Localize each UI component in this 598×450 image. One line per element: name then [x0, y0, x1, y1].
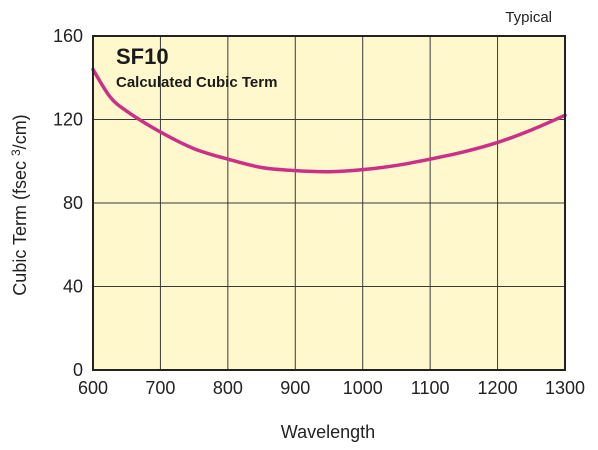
y-tick-label: 80 — [63, 193, 83, 213]
x-tick-labels: 600 700 800 900 1000 1100 1200 1300 — [78, 378, 585, 398]
x-tick-label: 1200 — [478, 378, 518, 398]
y-axis-title-main: Cubic Term (fsec — [10, 156, 30, 296]
y-tick-label: 120 — [53, 110, 83, 130]
chart-title: SF10 — [116, 44, 169, 69]
x-tick-label: 800 — [213, 378, 243, 398]
plot-border — [92, 35, 566, 371]
y-tick-label: 160 — [53, 26, 83, 46]
chart-subtitle: Calculated Cubic Term — [116, 74, 277, 91]
x-axis-title: Wavelength — [281, 422, 375, 442]
typical-note: Typical — [505, 9, 552, 26]
x-tick-label: 1000 — [343, 378, 383, 398]
x-tick-label: 1100 — [411, 378, 450, 398]
y-axis-title-superscript: 3 — [9, 149, 23, 156]
cubic-term-series-line — [91, 67, 567, 174]
x-tick-label: 700 — [145, 378, 175, 398]
y-tick-label: 0 — [73, 360, 83, 380]
y-tick-labels: 0 40 80 120 160 — [53, 26, 83, 380]
y-axis-title-unit: /cm) — [10, 114, 30, 149]
y-tick-label: 40 — [63, 277, 83, 297]
y-axis-title: Cubic Term (fsec 3/cm) — [9, 114, 30, 295]
x-tick-label: 600 — [78, 378, 108, 398]
x-tick-label: 900 — [280, 378, 310, 398]
x-tick-label: 1300 — [545, 378, 585, 398]
